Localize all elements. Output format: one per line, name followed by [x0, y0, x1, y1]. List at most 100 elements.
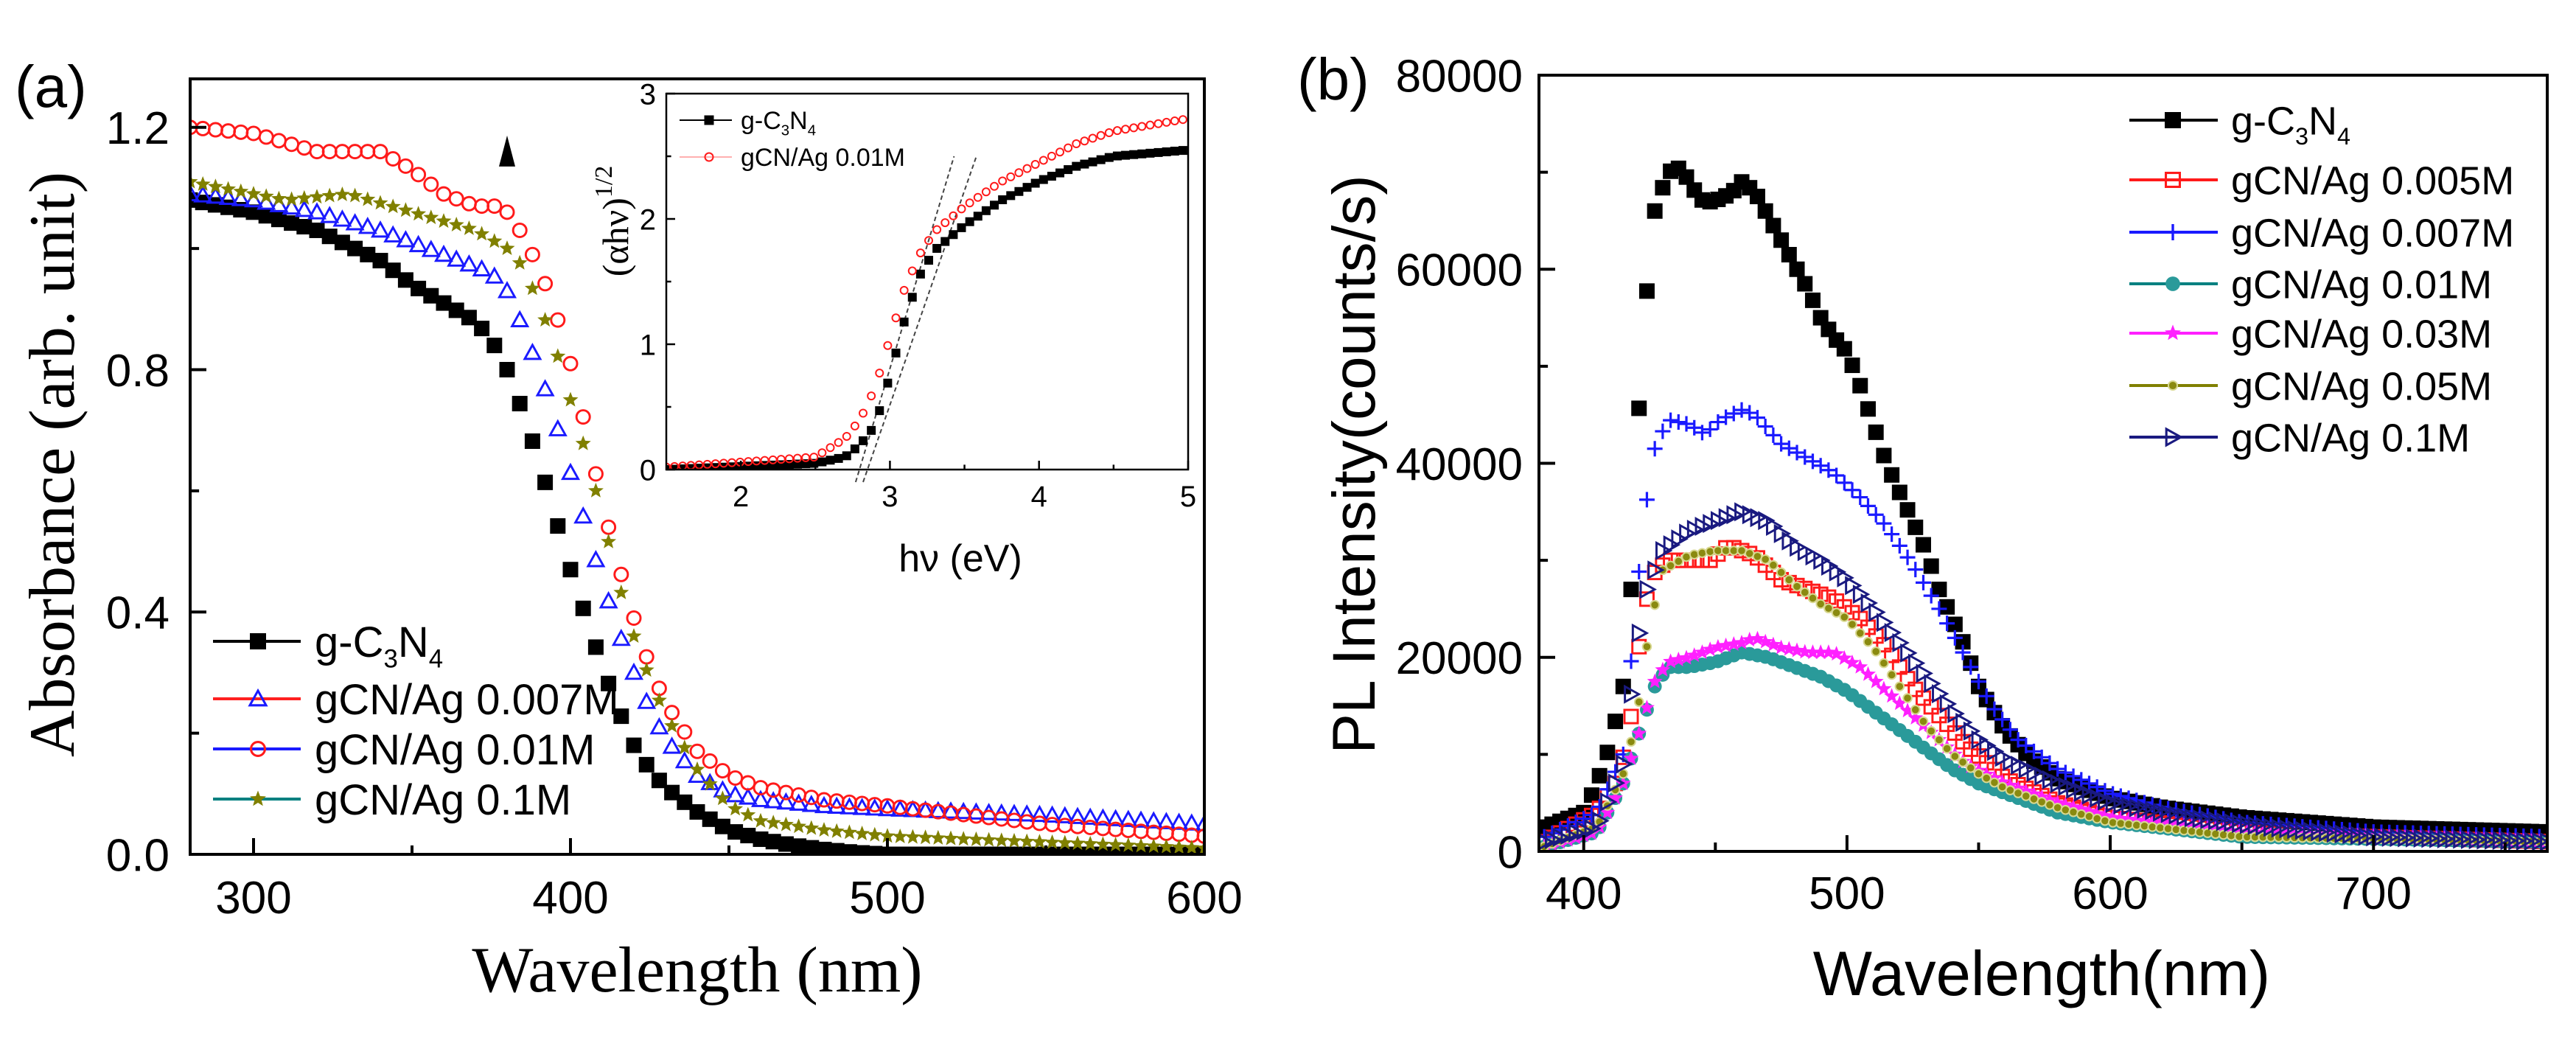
- data-point: [1014, 168, 1024, 178]
- data-point: [1844, 358, 1860, 374]
- data-point: [587, 466, 604, 482]
- data-point: [2100, 815, 2110, 826]
- data-point: [1030, 804, 1050, 823]
- data-point: [998, 195, 1008, 204]
- data-point: [1039, 156, 1048, 165]
- data-point: [850, 444, 859, 453]
- data-point: [2540, 831, 2547, 851]
- data-point: [2057, 797, 2073, 812]
- data-point: [1131, 810, 1151, 828]
- data-point: [550, 312, 566, 328]
- data-point: [334, 234, 350, 251]
- data-point: [776, 455, 786, 464]
- data-point: [981, 206, 991, 215]
- data-point: [1899, 502, 1916, 518]
- data-point: [1907, 562, 1924, 578]
- legend-label: g-C3N4: [315, 618, 443, 674]
- data-point: [2042, 792, 2058, 807]
- data-point: [2168, 816, 2184, 831]
- data-point: [1006, 832, 1022, 848]
- subscript: 4: [429, 644, 443, 673]
- data-point: [1860, 666, 1876, 681]
- data-point: [865, 798, 884, 816]
- data-point: [1631, 400, 1647, 416]
- data-point: [218, 187, 238, 205]
- data-point: [1884, 647, 1900, 663]
- data-point: [1030, 178, 1040, 188]
- data-point: [512, 222, 528, 238]
- data-point: [867, 826, 883, 842]
- data-point: [1989, 777, 2000, 788]
- y-tick-label: 1.2: [106, 103, 170, 154]
- legend-marker: [2165, 324, 2181, 341]
- data-point: [193, 185, 213, 203]
- data-point: [1195, 814, 1204, 831]
- data-point: [809, 453, 819, 462]
- data-point: [626, 610, 642, 626]
- data-point: [1655, 661, 1671, 677]
- y-tick-label: 40000: [1396, 439, 1523, 490]
- data-point: [638, 662, 655, 677]
- data-point: [1891, 537, 1907, 554]
- data-point: [1095, 836, 1111, 851]
- data-point: [448, 217, 464, 231]
- data-point: [1931, 708, 1947, 724]
- data-point: [1910, 705, 1921, 715]
- legend-marker: [704, 115, 714, 125]
- data-point: [689, 761, 705, 776]
- data-point: [1781, 440, 1797, 456]
- data-point: [575, 435, 591, 450]
- data-point: [702, 811, 718, 827]
- data-point: [1145, 148, 1155, 158]
- data-point: [981, 187, 991, 197]
- data-point: [1178, 146, 1187, 156]
- data-point: [270, 190, 287, 206]
- data-point: [2065, 799, 2081, 814]
- data-point: [1776, 567, 1787, 578]
- data-point: [1760, 554, 1770, 565]
- data-point: [411, 167, 427, 183]
- data-point: [1005, 803, 1024, 821]
- y-tick-label: 0.0: [106, 830, 170, 881]
- legend-item: g-C3N4: [680, 107, 816, 139]
- data-point: [296, 140, 313, 156]
- data-point: [245, 186, 262, 201]
- data-point: [752, 456, 761, 466]
- data-point: [459, 254, 479, 272]
- legend-label: gCN/Ag 0.005M: [2231, 158, 2514, 203]
- data-point: [2042, 755, 2058, 771]
- y-tick-label: 3: [640, 78, 656, 111]
- data-point: [1876, 680, 1892, 696]
- data-point: [1899, 549, 1916, 565]
- data-point: [486, 233, 503, 248]
- data-point: [1702, 421, 1718, 437]
- data-point: [2115, 818, 2126, 829]
- data-point: [1749, 410, 1765, 426]
- data-point: [719, 462, 728, 470]
- data-point: [1655, 180, 1671, 196]
- data-point: [791, 838, 807, 854]
- data-point: [2034, 789, 2050, 804]
- data-point: [1145, 120, 1155, 130]
- data-point: [2081, 775, 2098, 792]
- data-point: [587, 639, 604, 655]
- data-point: [321, 187, 338, 203]
- data-point: [1615, 678, 1631, 694]
- panel-a-x-axis-title: Wavelength (nm): [472, 935, 922, 1006]
- data-point: [1821, 462, 1837, 478]
- data-point: [1055, 168, 1065, 178]
- data-point: [1807, 593, 1818, 604]
- data-point: [678, 461, 688, 470]
- data-point: [1129, 150, 1139, 159]
- data-point: [828, 793, 845, 809]
- data-point: [1624, 684, 1641, 704]
- data-point: [883, 341, 893, 350]
- data-point: [1169, 812, 1189, 830]
- data-point: [727, 801, 744, 816]
- data-point: [436, 295, 452, 311]
- data-point: [973, 192, 982, 202]
- data-point: [854, 826, 870, 840]
- data-point: [1757, 418, 1773, 434]
- data-point: [1162, 147, 1171, 156]
